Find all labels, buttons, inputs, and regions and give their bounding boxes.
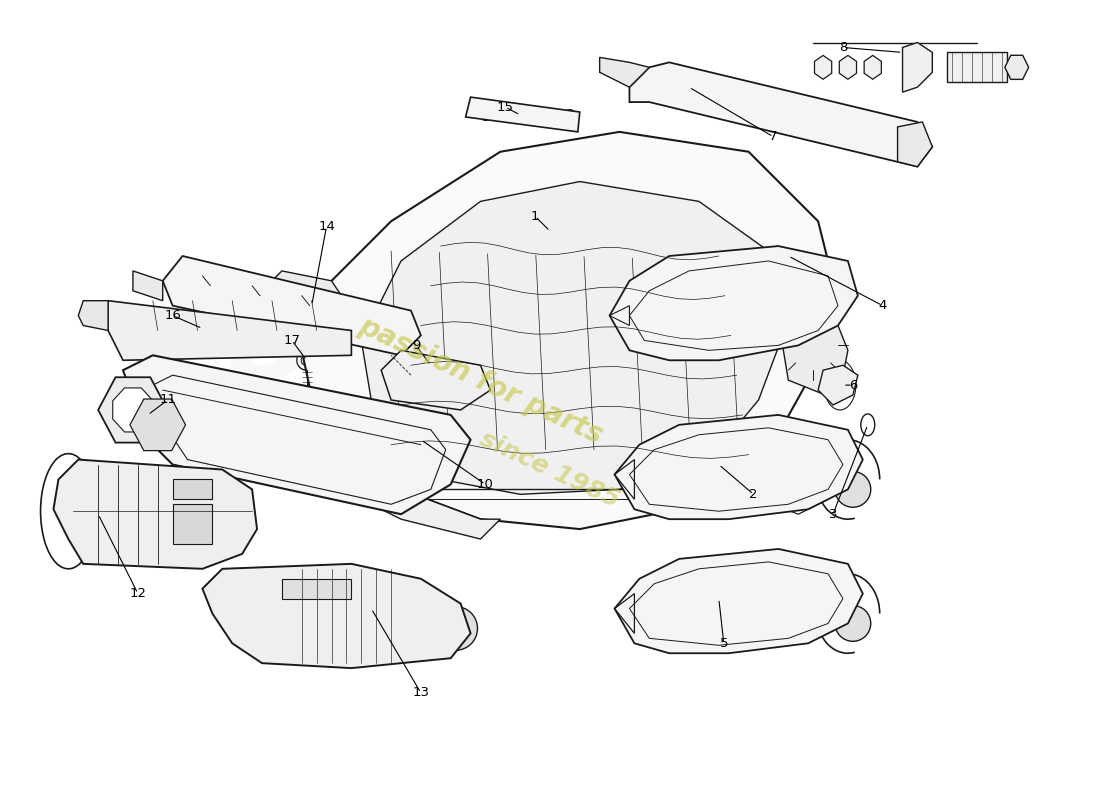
Polygon shape (465, 97, 580, 132)
Text: 2: 2 (749, 488, 758, 501)
Text: 4: 4 (879, 299, 887, 312)
Polygon shape (282, 578, 351, 598)
Text: 14: 14 (318, 220, 336, 233)
Text: 16: 16 (164, 309, 182, 322)
Polygon shape (600, 58, 649, 87)
Circle shape (835, 606, 871, 642)
Polygon shape (947, 53, 1007, 82)
Polygon shape (898, 122, 933, 166)
Text: 7: 7 (769, 130, 778, 143)
Polygon shape (112, 388, 153, 432)
Text: 10: 10 (477, 478, 494, 491)
Ellipse shape (756, 580, 781, 598)
Circle shape (730, 288, 767, 323)
Polygon shape (98, 378, 167, 442)
Polygon shape (173, 479, 212, 499)
Text: 12: 12 (130, 587, 146, 600)
Polygon shape (629, 62, 933, 166)
Polygon shape (163, 256, 421, 355)
Polygon shape (382, 350, 491, 410)
Polygon shape (301, 420, 500, 539)
Polygon shape (865, 55, 881, 79)
Polygon shape (108, 301, 351, 360)
Text: 1: 1 (531, 210, 539, 222)
Polygon shape (779, 290, 848, 400)
Text: 3: 3 (828, 508, 837, 521)
Circle shape (433, 606, 477, 650)
Polygon shape (123, 355, 471, 514)
Text: since 1985: since 1985 (476, 426, 624, 512)
Circle shape (443, 617, 468, 640)
Polygon shape (1004, 55, 1028, 79)
Polygon shape (814, 55, 832, 79)
Text: 15: 15 (497, 101, 514, 114)
Polygon shape (615, 415, 862, 519)
Polygon shape (902, 42, 933, 92)
Polygon shape (818, 366, 858, 405)
Text: DL: DL (220, 297, 383, 404)
Polygon shape (609, 246, 858, 360)
Circle shape (301, 355, 312, 366)
Text: 8: 8 (839, 41, 847, 54)
Text: 5: 5 (719, 637, 728, 650)
Polygon shape (78, 301, 108, 330)
Circle shape (835, 471, 871, 507)
Polygon shape (839, 55, 857, 79)
Text: 11: 11 (160, 394, 176, 406)
Polygon shape (133, 271, 163, 301)
Text: 13: 13 (412, 686, 429, 699)
Text: passion for parts: passion for parts (354, 311, 607, 449)
Polygon shape (301, 132, 838, 529)
Polygon shape (202, 564, 471, 668)
Text: 9: 9 (411, 339, 420, 352)
Polygon shape (615, 549, 862, 654)
Polygon shape (130, 399, 186, 450)
Polygon shape (173, 504, 212, 544)
Text: 6: 6 (849, 378, 857, 392)
Text: 17: 17 (284, 334, 300, 347)
Polygon shape (361, 182, 789, 494)
Polygon shape (252, 271, 351, 350)
Polygon shape (54, 459, 257, 569)
Ellipse shape (861, 414, 875, 436)
